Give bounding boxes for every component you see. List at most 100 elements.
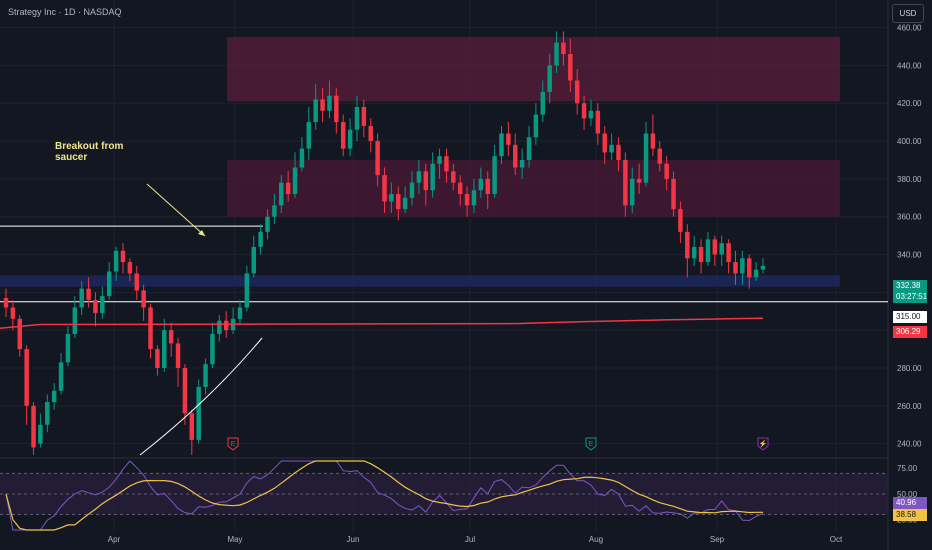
candle-body	[175, 343, 181, 368]
candle-body	[540, 91, 546, 115]
time-tick-label: May	[227, 535, 242, 544]
oscillator-signal-line	[5, 460, 763, 531]
candle-body	[58, 362, 64, 391]
candle-body	[134, 273, 139, 291]
candle-body	[327, 95, 332, 111]
annotation-line-2: saucer	[55, 152, 88, 163]
candle-body	[45, 402, 50, 425]
oscillator-line	[5, 460, 764, 531]
svg-text:E: E	[589, 441, 594, 448]
candle-body	[719, 243, 724, 255]
candle-body	[141, 290, 146, 308]
oscillator-tick-label: 75.00	[897, 464, 918, 473]
candle-body	[568, 54, 573, 81]
candle-body	[86, 288, 91, 300]
time-tick-label: Apr	[108, 535, 121, 544]
candle-body	[306, 122, 312, 149]
breakout-annotation: Breakout from saucer	[55, 141, 145, 163]
time-axis: Apr May Jun Jul Aug Sep Oct	[108, 535, 843, 544]
candle-body	[79, 288, 84, 308]
candle-body	[437, 156, 442, 164]
candle-body	[623, 159, 628, 206]
candle-body	[464, 194, 470, 206]
zone-rect	[0, 275, 840, 287]
candle-body	[685, 231, 690, 259]
candle-body	[753, 269, 759, 278]
candle-body	[657, 148, 663, 164]
candle-body	[265, 216, 270, 232]
candle-body	[272, 205, 277, 217]
candle-body	[3, 298, 9, 308]
time-tick-label: Jul	[465, 535, 475, 544]
candle-body	[106, 271, 112, 297]
earnings-marker[interactable]: E	[227, 437, 239, 451]
price-tick-label: 260.00	[897, 402, 922, 411]
price-axis: 240.00260.00280.00300.00320.00340.00360.…	[897, 24, 922, 525]
candle-body	[237, 307, 243, 319]
candle-body	[251, 246, 256, 274]
annotation-arrow	[146, 183, 206, 237]
candle-body	[444, 156, 449, 172]
candle-body	[581, 103, 587, 119]
candle-body	[223, 320, 229, 331]
candle-body	[217, 320, 222, 334]
time-tick-label: Sep	[710, 535, 725, 544]
candle-body	[547, 65, 552, 92]
candle-body	[554, 42, 559, 66]
earnings-markers: E E ⚡	[227, 437, 769, 451]
support-level-tag: 315.00	[893, 311, 927, 323]
candle-body	[409, 182, 415, 198]
candle-body	[155, 349, 160, 368]
candle-body	[746, 258, 752, 278]
earnings-marker[interactable]: E	[585, 437, 597, 451]
candle-body	[113, 250, 119, 272]
candle-body	[244, 273, 250, 308]
last-price-tag: 332.38	[893, 280, 927, 292]
price-tick-label: 240.00	[897, 440, 922, 449]
candle-body	[292, 167, 298, 194]
zone-rect	[227, 159, 840, 217]
candle-body	[650, 133, 656, 149]
annotation-line-1: Breakout from	[55, 141, 124, 152]
candle-body	[616, 144, 621, 160]
candle-body	[279, 182, 284, 206]
candle-body	[513, 144, 518, 168]
candle-body	[127, 262, 133, 274]
candle-body	[423, 171, 429, 191]
candle-body	[389, 194, 394, 202]
candle-body	[561, 42, 566, 55]
candle-body	[17, 318, 23, 350]
ma-value-tag: 306.29	[893, 326, 927, 338]
candle-body	[354, 107, 360, 130]
candle-body	[182, 368, 188, 414]
candle-body	[478, 178, 484, 191]
candle-body	[361, 107, 367, 126]
candle-body	[416, 171, 422, 183]
zone-rect	[227, 37, 840, 102]
candle-body	[24, 349, 29, 406]
candle-body	[588, 110, 594, 119]
candle-body	[471, 190, 477, 206]
candle-body	[72, 307, 78, 334]
candle-body	[643, 133, 649, 183]
candle-body	[382, 175, 387, 202]
svg-text:⚡: ⚡	[759, 439, 768, 448]
earnings-marker[interactable]: ⚡	[757, 437, 769, 451]
candle-body	[402, 197, 408, 210]
candle-body	[574, 80, 580, 104]
candle-body	[740, 258, 745, 274]
candle-body	[258, 231, 263, 247]
candle-body	[148, 307, 153, 350]
candle-body	[691, 246, 697, 259]
candle-body	[698, 246, 704, 263]
candle-body	[671, 178, 676, 210]
candle-body	[602, 133, 607, 153]
candle-body	[347, 129, 353, 149]
candle-body	[51, 390, 57, 403]
candle-body	[733, 262, 738, 274]
currency-button[interactable]: USD	[892, 4, 924, 23]
price-tick-label: 360.00	[897, 213, 922, 222]
candle-body	[630, 178, 635, 206]
candle-body	[313, 99, 318, 123]
